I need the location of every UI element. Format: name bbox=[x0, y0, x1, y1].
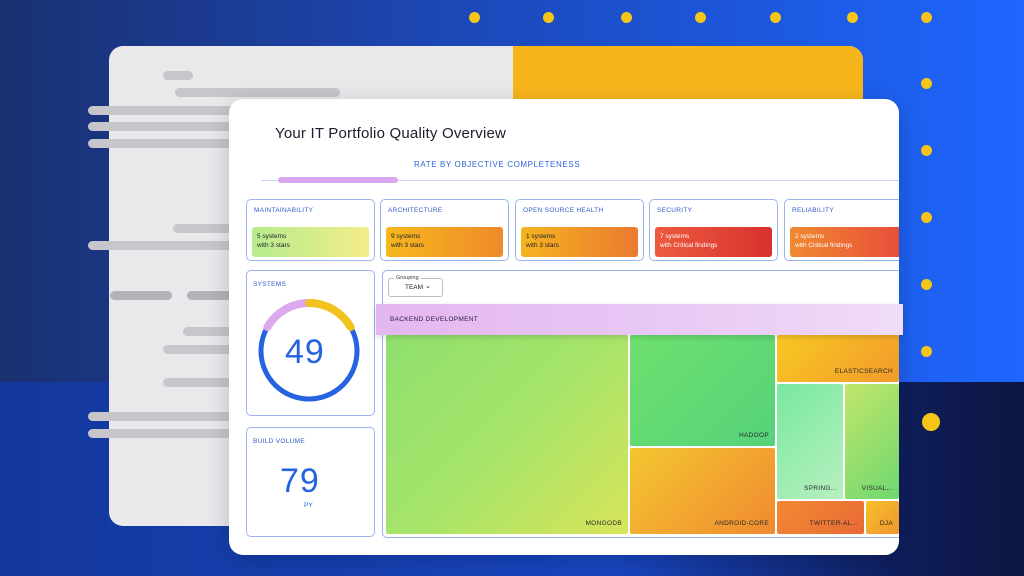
placeholder-line bbox=[88, 429, 238, 438]
placeholder-line bbox=[183, 327, 238, 336]
tile-label: MONGODB bbox=[585, 520, 622, 527]
placeholder-line bbox=[88, 241, 238, 250]
kpi-value-line: 1 systems bbox=[526, 233, 556, 240]
decor-dot bbox=[921, 212, 932, 223]
decor-dot bbox=[770, 12, 781, 23]
placeholder-line bbox=[187, 291, 237, 300]
decor-dot bbox=[847, 12, 858, 23]
kpi-label: SECURITY bbox=[657, 207, 693, 214]
decor-dot bbox=[921, 78, 932, 89]
decor-dot bbox=[921, 12, 932, 23]
kpi-card-maintainability[interactable]: MAINTAINABILITY 5 systems with 3 stars bbox=[246, 199, 375, 261]
build-volume-unit: PY bbox=[304, 502, 313, 509]
kpi-value: 2 systems with Critical findings bbox=[790, 227, 899, 257]
build-volume-label: BUILD VOLUME bbox=[253, 438, 306, 445]
kpi-card-security[interactable]: SECURITY 7 systems with Critical finding… bbox=[649, 199, 778, 261]
kpi-value: 7 systems with Critical findings bbox=[655, 227, 772, 257]
placeholder-line bbox=[88, 122, 238, 131]
decor-dot bbox=[921, 346, 932, 357]
kpi-label: ARCHITECTURE bbox=[388, 207, 443, 214]
chevron-down-icon: ⌄ bbox=[425, 283, 431, 290]
systems-donut bbox=[258, 298, 360, 402]
kpi-value-line: 2 systems bbox=[795, 233, 825, 240]
treemap-tile-mongodb[interactable]: MONGODB bbox=[386, 335, 628, 534]
kpi-label: OPEN SOURCE HEALTH bbox=[523, 207, 604, 214]
decor-dot bbox=[543, 12, 554, 23]
tab-divider bbox=[261, 180, 899, 181]
treemap-group-label: BACKEND DEVELOPMENT bbox=[390, 316, 479, 323]
tile-label: ELASTICSEARCH bbox=[834, 368, 893, 375]
treemap-group-backend-development[interactable]: BACKEND DEVELOPMENT bbox=[376, 304, 903, 335]
kpi-value-line: 5 systems bbox=[257, 233, 287, 240]
kpi-value-line: with 3 stars bbox=[257, 242, 290, 249]
tile-label: TWITTER-AL... bbox=[809, 520, 858, 527]
placeholder-line bbox=[110, 291, 172, 300]
tab-indicator bbox=[278, 177, 398, 183]
treemap-tile-twitter[interactable]: TWITTER-AL... bbox=[777, 501, 864, 534]
placeholder-line bbox=[173, 224, 238, 233]
placeholder-line bbox=[88, 139, 238, 148]
tile-label: SPRING... bbox=[803, 485, 837, 492]
grouping-value: TEAM bbox=[405, 284, 424, 291]
kpi-value-line: 9 systems bbox=[391, 233, 421, 240]
placeholder-line bbox=[163, 378, 238, 387]
treemap-tile-hadoop[interactable]: HADOOP bbox=[630, 335, 775, 446]
placeholder-line bbox=[175, 88, 340, 97]
kpi-value-line: with 3 stars bbox=[391, 242, 424, 249]
kpi-value: 9 systems with 3 stars bbox=[386, 227, 503, 257]
kpi-value-line: with Critical findings bbox=[660, 242, 718, 249]
treemap-tile-visual[interactable]: VISUAL... bbox=[845, 384, 899, 499]
kpi-card-open-source-health[interactable]: OPEN SOURCE HEALTH 1 systems with 3 star… bbox=[515, 199, 644, 261]
grouping-caption: Grouping bbox=[394, 275, 421, 281]
kpi-value: 5 systems with 3 stars bbox=[252, 227, 369, 257]
kpi-label: RELIABILITY bbox=[792, 207, 834, 214]
decor-dot bbox=[621, 12, 632, 23]
decor-dot bbox=[469, 12, 480, 23]
kpi-value: 1 systems with 3 stars bbox=[521, 227, 638, 257]
placeholder-line bbox=[88, 106, 238, 115]
tab-rate-by-objective[interactable]: RATE BY OBJECTIVE COMPLETENESS bbox=[414, 160, 581, 169]
decor-dot bbox=[921, 145, 932, 156]
page-title: Your IT Portfolio Quality Overview bbox=[275, 125, 507, 142]
placeholder-line bbox=[163, 345, 238, 354]
systems-count: 49 bbox=[285, 333, 325, 371]
treemap-tile-spring[interactable]: SPRING... bbox=[777, 384, 843, 499]
kpi-card-reliability[interactable]: RELIABILITY 2 systems with Critical find… bbox=[784, 199, 899, 261]
treemap-tile-elasticsearch[interactable]: ELASTICSEARCH bbox=[777, 335, 899, 382]
kpi-value-line: 7 systems bbox=[660, 233, 690, 240]
decor-dot bbox=[922, 413, 940, 431]
kpi-card-architecture[interactable]: ARCHITECTURE 9 systems with 3 stars bbox=[380, 199, 509, 261]
placeholder-line bbox=[163, 71, 193, 80]
kpi-label: MAINTAINABILITY bbox=[254, 207, 314, 214]
kpi-value-line: with Critical findings bbox=[795, 242, 853, 249]
tile-label: DJA bbox=[879, 520, 893, 527]
kpi-value-line: with 3 stars bbox=[526, 242, 559, 249]
tile-label: VISUAL... bbox=[861, 485, 893, 492]
treemap-tile-android-core[interactable]: ANDROID-CORE bbox=[630, 448, 775, 534]
tile-label: HADOOP bbox=[739, 432, 769, 439]
decor-dot bbox=[695, 12, 706, 23]
treemap-tile-dja[interactable]: DJA bbox=[866, 501, 899, 534]
build-volume-value: 79 bbox=[280, 462, 320, 500]
systems-panel: SYSTEMS 49 bbox=[246, 270, 375, 416]
decor-dot bbox=[921, 279, 932, 290]
systems-label: SYSTEMS bbox=[253, 281, 287, 288]
tile-label: ANDROID-CORE bbox=[714, 520, 769, 527]
placeholder-line bbox=[88, 412, 238, 421]
build-volume-panel: BUILD VOLUME 79 PY bbox=[246, 427, 375, 537]
